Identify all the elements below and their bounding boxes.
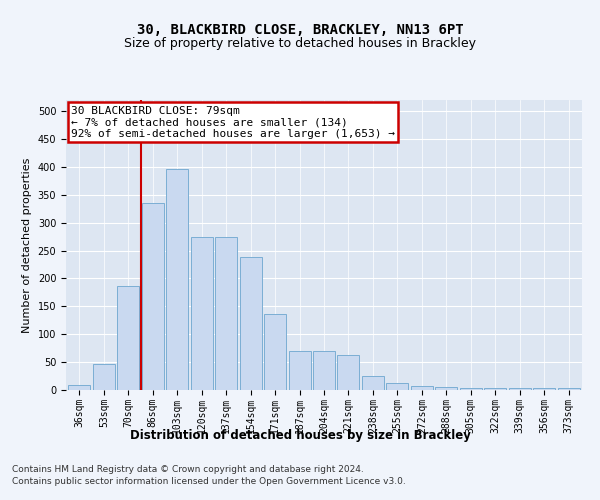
- Bar: [93, 364, 115, 390]
- Bar: [68, 385, 91, 390]
- Bar: [557, 388, 580, 390]
- Bar: [118, 286, 139, 390]
- Text: Contains public sector information licensed under the Open Government Licence v3: Contains public sector information licen…: [12, 476, 406, 486]
- Y-axis label: Number of detached properties: Number of detached properties: [22, 158, 32, 332]
- Bar: [239, 258, 262, 390]
- Bar: [435, 387, 457, 390]
- Text: Distribution of detached houses by size in Brackley: Distribution of detached houses by size …: [130, 428, 470, 442]
- Text: Contains HM Land Registry data © Crown copyright and database right 2024.: Contains HM Land Registry data © Crown c…: [12, 466, 364, 474]
- Bar: [362, 376, 384, 390]
- Bar: [533, 388, 555, 390]
- Bar: [386, 383, 409, 390]
- Bar: [215, 236, 237, 390]
- Bar: [509, 388, 530, 390]
- Bar: [264, 314, 286, 390]
- Bar: [313, 351, 335, 390]
- Bar: [191, 236, 213, 390]
- Text: 30 BLACKBIRD CLOSE: 79sqm
← 7% of detached houses are smaller (134)
92% of semi-: 30 BLACKBIRD CLOSE: 79sqm ← 7% of detach…: [71, 106, 395, 139]
- Bar: [337, 356, 359, 390]
- Bar: [411, 386, 433, 390]
- Text: Size of property relative to detached houses in Brackley: Size of property relative to detached ho…: [124, 38, 476, 51]
- Bar: [460, 388, 482, 390]
- Bar: [289, 351, 311, 390]
- Bar: [166, 168, 188, 390]
- Bar: [484, 388, 506, 390]
- Bar: [142, 202, 164, 390]
- Text: 30, BLACKBIRD CLOSE, BRACKLEY, NN13 6PT: 30, BLACKBIRD CLOSE, BRACKLEY, NN13 6PT: [137, 22, 463, 36]
